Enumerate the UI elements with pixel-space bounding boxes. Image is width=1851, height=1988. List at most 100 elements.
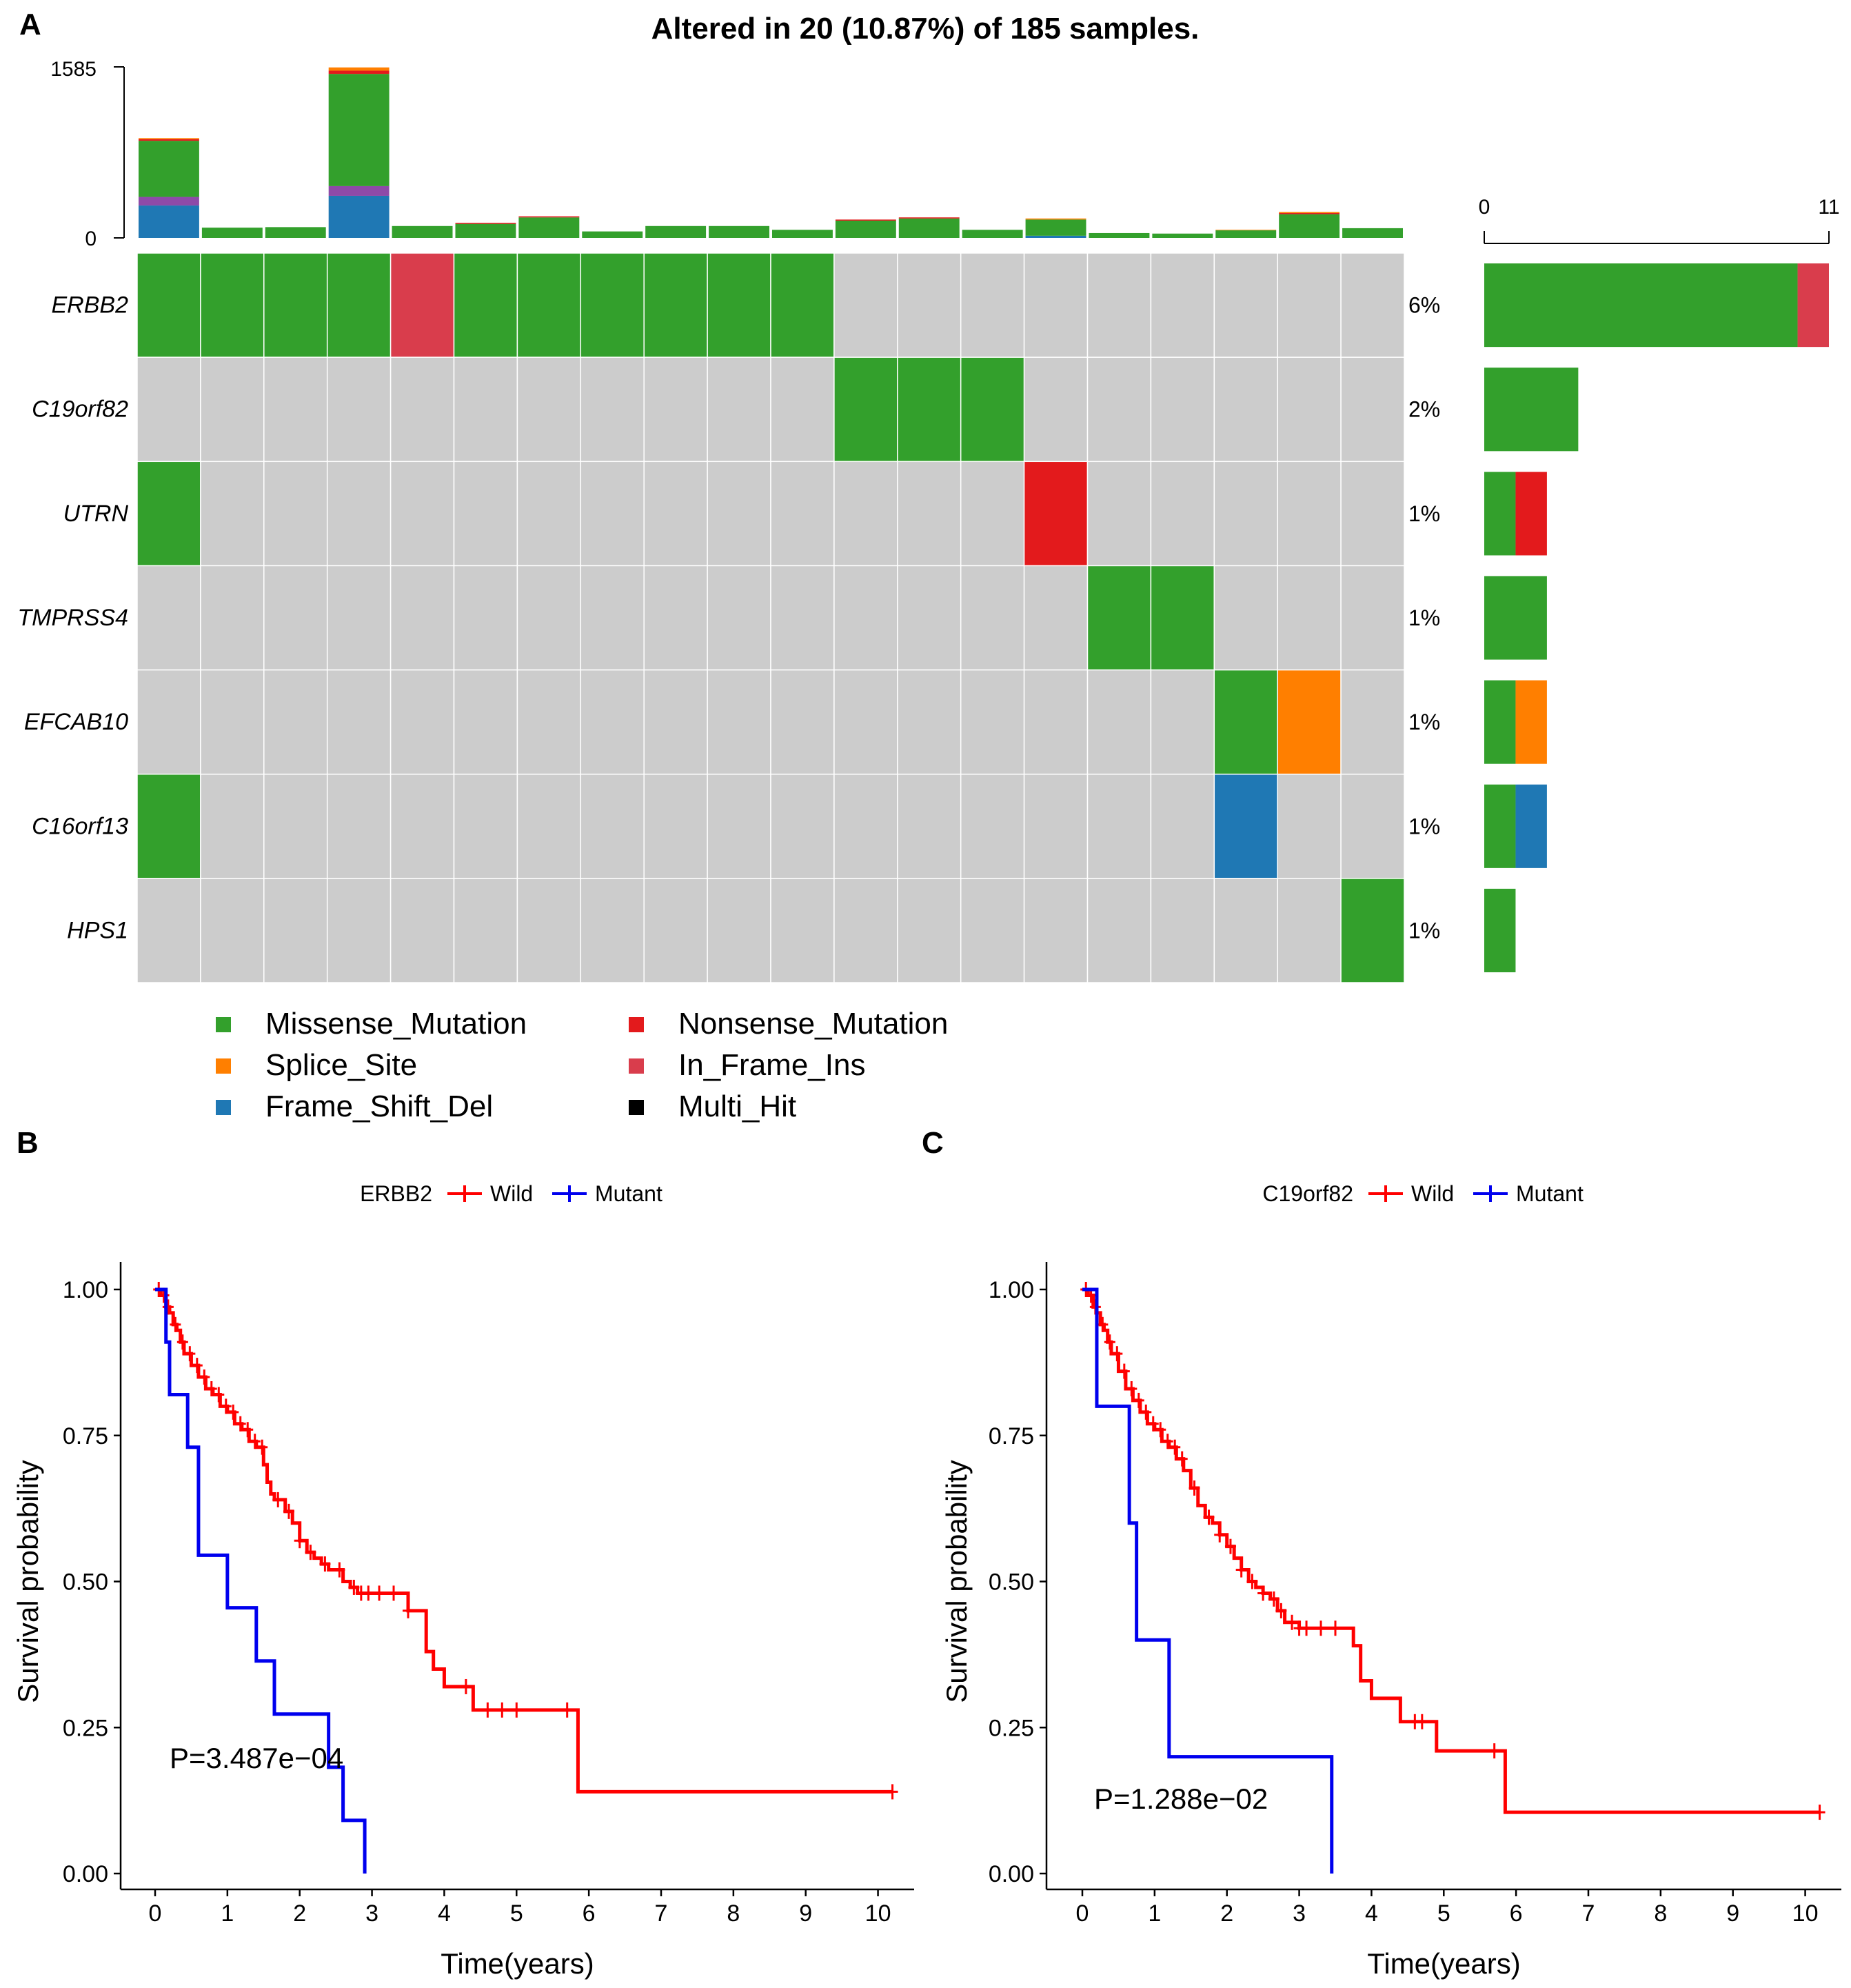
y-axis-title: Survival probability <box>940 1460 973 1703</box>
tmb-axis-min-label: 0 <box>85 228 97 250</box>
tmb-bar-segment <box>1152 233 1213 238</box>
tmb-bar-segment <box>518 217 580 238</box>
oncoplot-cell <box>1340 878 1405 983</box>
oncoplot-cell <box>1023 669 1089 775</box>
gene-count-axis-max-label: 11 <box>1818 196 1839 219</box>
tmb-bar-segment <box>139 138 199 139</box>
gene-count-axis-min-label: 0 <box>1479 196 1490 219</box>
tmb-bar-segment <box>962 230 1023 238</box>
oncoplot-cell <box>1277 669 1342 775</box>
gene-labels: ERBB2 C19orf82 UTRN TMPRSS4 EFCAB10 C16orf13 H… <box>17 292 128 944</box>
tmb-bar-segment <box>1025 218 1086 220</box>
oncoplot-cell <box>580 878 645 983</box>
oncoplot-cell <box>707 461 771 567</box>
oncoplot-cell <box>1086 357 1152 463</box>
gene-count-bar-segment <box>1484 472 1516 556</box>
oncoplot-cell <box>1277 565 1342 671</box>
oncoplot-cell <box>200 878 265 983</box>
oncoplot-cell <box>580 461 645 567</box>
gene-count-bar-segment <box>1515 680 1547 764</box>
x-axis-title: Time(years) <box>441 1947 594 1980</box>
oncoplot-cell <box>1213 461 1278 567</box>
x-axis-title: Time(years) <box>1367 1947 1520 1980</box>
tmb-bar-segment <box>328 74 390 186</box>
y-tick-label: 0.00 <box>989 1861 1034 1887</box>
oncoplot-cell <box>326 669 392 775</box>
oncoplot-cell <box>770 669 835 775</box>
oncoplot-cell <box>833 773 898 879</box>
x-tick-label: 0 <box>1076 1900 1089 1927</box>
gene-label: UTRN <box>63 501 129 527</box>
tmb-bar-segment <box>772 230 833 238</box>
legend-series-name: Wild <box>490 1181 533 1206</box>
tmb-bar-segment <box>1215 230 1277 238</box>
gene-label: C16orf13 <box>32 813 128 839</box>
oncoplot-cell <box>1277 357 1342 463</box>
oncoplot-cell <box>263 252 328 358</box>
oncoplot-cell <box>136 669 201 775</box>
tmb-bar-segment <box>1342 228 1403 238</box>
tmb-bar-segment <box>139 141 199 197</box>
legend-label: In_Frame_Ins <box>678 1048 865 1082</box>
oncoplot-cell <box>516 669 582 775</box>
oncoplot-cell <box>960 461 1025 567</box>
oncoplot-cell <box>326 252 392 358</box>
x-tick-label: 7 <box>655 1900 668 1927</box>
oncoplot-cell <box>707 252 771 358</box>
gene-count-bar-segment <box>1484 784 1516 868</box>
oncoplot-cell <box>453 565 518 671</box>
legend-swatch <box>216 1017 231 1032</box>
tmb-bar-segment <box>645 225 707 238</box>
y-tick-label: 0.50 <box>63 1569 108 1596</box>
survival-curve-wild <box>155 1287 893 1794</box>
oncoplot-cell <box>580 773 645 879</box>
oncoplot-cell <box>453 461 518 567</box>
gene-count-bar-segment <box>1797 263 1829 348</box>
oncoplot-cell <box>1150 461 1215 567</box>
x-tick-label: 1 <box>1148 1900 1161 1927</box>
oncoplot-cell <box>643 669 708 775</box>
legend-swatch <box>629 1100 644 1115</box>
x-tick-label: 9 <box>1726 1900 1739 1927</box>
gene-label: ERBB2 <box>52 292 129 319</box>
gene-percent-label: 1% <box>1408 605 1440 630</box>
oncoplot-cell <box>643 773 708 879</box>
oncoplot-cell <box>1023 565 1089 671</box>
oncoplot-cell <box>960 357 1025 463</box>
gene-count-bar-segment <box>1484 368 1579 452</box>
oncoplot-cell <box>707 357 771 463</box>
oncoplot-cell <box>1023 773 1089 879</box>
oncoplot-cell <box>1086 461 1152 567</box>
y-tick-label: 0.25 <box>63 1715 108 1741</box>
oncoplot-cell <box>390 461 455 567</box>
x-tick-label: 10 <box>1792 1900 1819 1927</box>
oncoplot-cell <box>1213 773 1278 879</box>
gene-label: C19orf82 <box>32 396 128 423</box>
gene-count-bar-segment <box>1484 680 1516 764</box>
oncoplot-cell <box>1340 357 1405 463</box>
oncoplot-cell <box>326 461 392 567</box>
oncoplot-cell <box>1277 461 1342 567</box>
legend-swatch <box>216 1100 231 1115</box>
oncoplot-cell <box>200 357 265 463</box>
legend-swatch <box>629 1017 644 1032</box>
gene-count-axis: 0 11 <box>1479 196 1840 244</box>
oncoplot-cell <box>263 669 328 775</box>
oncoplot-cell <box>1213 878 1278 983</box>
oncoplot-cell <box>833 878 898 983</box>
oncoplot-cell <box>897 773 962 879</box>
oncoplot-cell <box>833 252 898 358</box>
gene-percent-label: 2% <box>1408 397 1440 422</box>
survival-curve-mutant <box>1082 1287 1334 1874</box>
oncoplot-cell <box>136 773 201 879</box>
oncoplot-cell <box>1277 878 1342 983</box>
oncoplot-cell <box>960 565 1025 671</box>
legend-series-name: Wild <box>1411 1181 1454 1206</box>
oncoplot-cell <box>516 878 582 983</box>
oncoplot-cell <box>960 878 1025 983</box>
oncoplot-cell <box>1340 669 1405 775</box>
tmb-bar-segment <box>455 223 516 238</box>
tmb-bar-segment <box>1089 232 1150 238</box>
oncoplot-cell <box>516 357 582 463</box>
